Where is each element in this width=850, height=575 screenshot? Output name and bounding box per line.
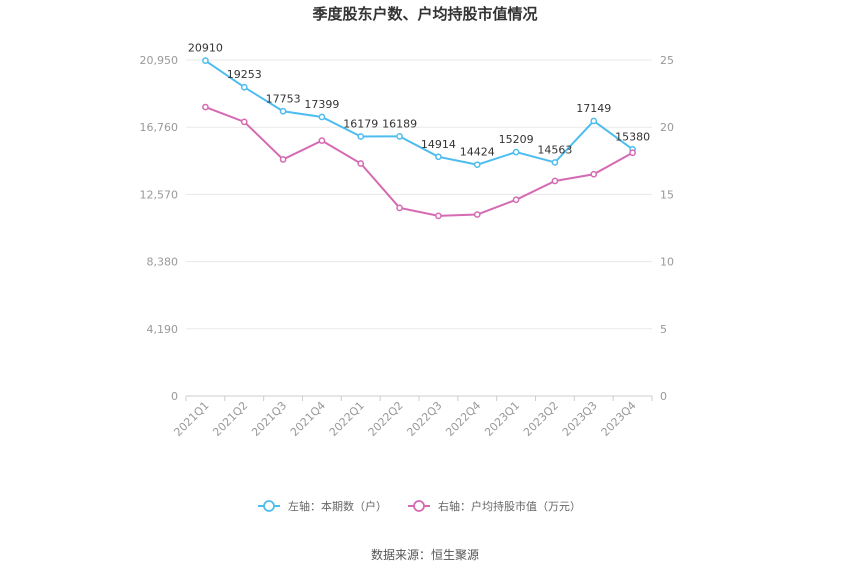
x-tick-label: 2021Q2 — [210, 399, 250, 439]
left-tick-label: 16,760 — [140, 121, 179, 134]
data-point[interactable] — [590, 170, 598, 178]
data-point[interactable] — [240, 118, 248, 126]
data-label: 17753 — [266, 92, 301, 105]
data-point[interactable] — [473, 211, 481, 218]
left-tick-label: 20,950 — [140, 54, 179, 67]
data-point[interactable] — [318, 137, 326, 144]
right-tick-label: 20 — [660, 121, 674, 134]
x-tick-label: 2021Q1 — [171, 399, 211, 439]
right-tick-label: 25 — [660, 54, 674, 67]
left-tick-label: 8,380 — [147, 256, 179, 269]
data-point[interactable] — [279, 156, 287, 163]
series-line-1 — [204, 59, 634, 166]
data-label: 17149 — [576, 102, 611, 115]
data-point[interactable] — [435, 212, 442, 220]
left-axis: 0 4,190 8,380 12,570 16,760 20,950 — [140, 54, 179, 403]
data-point[interactable] — [629, 149, 636, 157]
x-tick-label: 2023Q3 — [560, 399, 600, 439]
data-label: 16179 — [343, 118, 378, 131]
right-tick-label: 5 — [660, 323, 667, 336]
right-tick-label: 0 — [660, 390, 667, 403]
x-tick-label: 2023Q1 — [482, 399, 522, 439]
legend-marker — [413, 500, 425, 512]
source-note: 数据来源：恒生聚源 — [371, 547, 479, 562]
data-point[interactable] — [202, 103, 209, 111]
x-tick-label: 2022Q4 — [443, 399, 483, 439]
data-point[interactable] — [435, 153, 442, 161]
data-point[interactable] — [551, 159, 559, 166]
x-tick-label: 2022Q2 — [366, 399, 406, 439]
right-tick-label: 15 — [660, 188, 674, 201]
data-label: 14914 — [421, 138, 456, 151]
data-label: 16189 — [382, 117, 417, 130]
x-tick-label: 2022Q1 — [327, 399, 367, 439]
left-tick-label: 0 — [171, 390, 178, 403]
data-label: 15380 — [615, 130, 650, 143]
data-label: 17399 — [304, 98, 339, 111]
x-axis: 2021Q12021Q22021Q32021Q42022Q12022Q22022… — [171, 396, 653, 439]
data-point[interactable] — [318, 113, 326, 121]
data-point[interactable] — [590, 117, 598, 125]
data-point[interactable] — [473, 161, 481, 169]
legend-marker — [263, 500, 275, 512]
data-label: 19253 — [227, 68, 262, 81]
data-point[interactable] — [357, 133, 365, 140]
data-point[interactable] — [357, 160, 365, 167]
series: 20910 19253 17753 17399 16179 16189 14914 14424… — [188, 42, 650, 220]
right-tick-label: 10 — [660, 256, 674, 269]
legend-label[interactable]: 右轴：户均持股市值（万元） — [438, 499, 581, 513]
data-point[interactable] — [512, 148, 520, 156]
x-tick-label: 2021Q4 — [288, 399, 328, 439]
series-line-2 — [205, 106, 634, 217]
data-label: 15209 — [499, 133, 534, 146]
data-point[interactable] — [396, 204, 403, 212]
data-point[interactable] — [240, 83, 248, 91]
data-label: 14563 — [537, 143, 572, 156]
left-tick-label: 4,190 — [147, 323, 179, 336]
data-label: 14424 — [460, 146, 495, 159]
right-axis: 0 5 10 15 20 25 — [660, 54, 674, 403]
x-tick-label: 2023Q2 — [521, 399, 561, 439]
legend[interactable]: 左轴：本期数（户） 右轴：户均持股市值（万元） — [258, 499, 581, 513]
data-label: 20910 — [188, 42, 223, 55]
legend-label[interactable]: 左轴：本期数（户） — [288, 499, 387, 513]
x-tick-label: 2023Q4 — [599, 399, 639, 439]
left-tick-label: 12,570 — [140, 188, 179, 201]
chart-title: 季度股东户数、户均持股市值情况 — [312, 5, 537, 23]
data-point[interactable] — [202, 57, 209, 64]
data-point[interactable] — [551, 177, 559, 185]
data-point[interactable] — [512, 196, 520, 204]
data-point[interactable] — [279, 107, 287, 115]
data-point[interactable] — [396, 133, 403, 140]
x-tick-label: 2021Q3 — [249, 399, 289, 439]
x-tick-label: 2022Q3 — [404, 399, 444, 439]
